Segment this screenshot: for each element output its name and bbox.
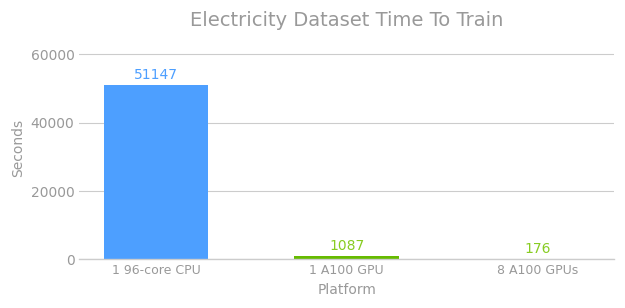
Y-axis label: Seconds: Seconds <box>11 119 25 177</box>
X-axis label: Platform: Platform <box>318 283 376 297</box>
Text: 1087: 1087 <box>329 239 364 253</box>
Bar <box>104 85 209 259</box>
Bar <box>294 256 399 259</box>
Text: 51147: 51147 <box>134 68 178 82</box>
Title: Electricity Dataset Time To Train: Electricity Dataset Time To Train <box>190 11 503 30</box>
Text: 176: 176 <box>524 242 551 257</box>
